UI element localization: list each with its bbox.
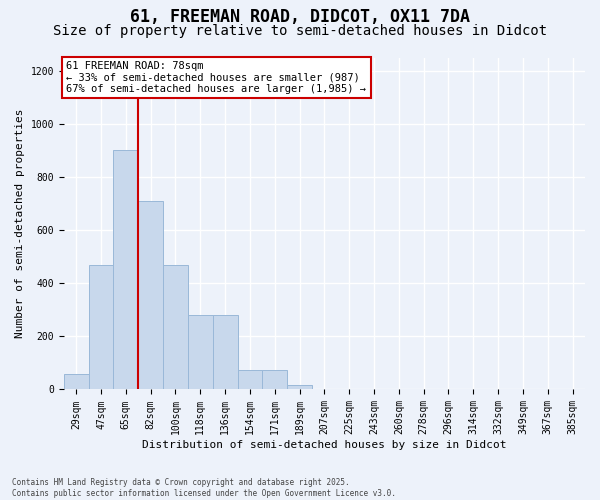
Bar (163, 264, 188, 390)
Bar (64, 374, 89, 390)
X-axis label: Distribution of semi-detached houses by size in Didcot: Distribution of semi-detached houses by … (142, 440, 506, 450)
Bar (212, 315, 238, 390)
Bar (89, 264, 113, 390)
Bar (287, 386, 312, 390)
Text: Contains HM Land Registry data © Crown copyright and database right 2025.
Contai: Contains HM Land Registry data © Crown c… (12, 478, 396, 498)
Bar (262, 370, 287, 390)
Text: 61 FREEMAN ROAD: 78sqm
← 33% of semi-detached houses are smaller (987)
67% of se: 61 FREEMAN ROAD: 78sqm ← 33% of semi-det… (67, 61, 367, 94)
Y-axis label: Number of semi-detached properties: Number of semi-detached properties (15, 108, 25, 338)
Text: 61, FREEMAN ROAD, DIDCOT, OX11 7DA: 61, FREEMAN ROAD, DIDCOT, OX11 7DA (130, 8, 470, 26)
Text: Size of property relative to semi-detached houses in Didcot: Size of property relative to semi-detach… (53, 24, 547, 38)
Bar (138, 201, 163, 390)
Bar (238, 370, 262, 390)
Bar (188, 315, 212, 390)
Bar (113, 150, 138, 390)
